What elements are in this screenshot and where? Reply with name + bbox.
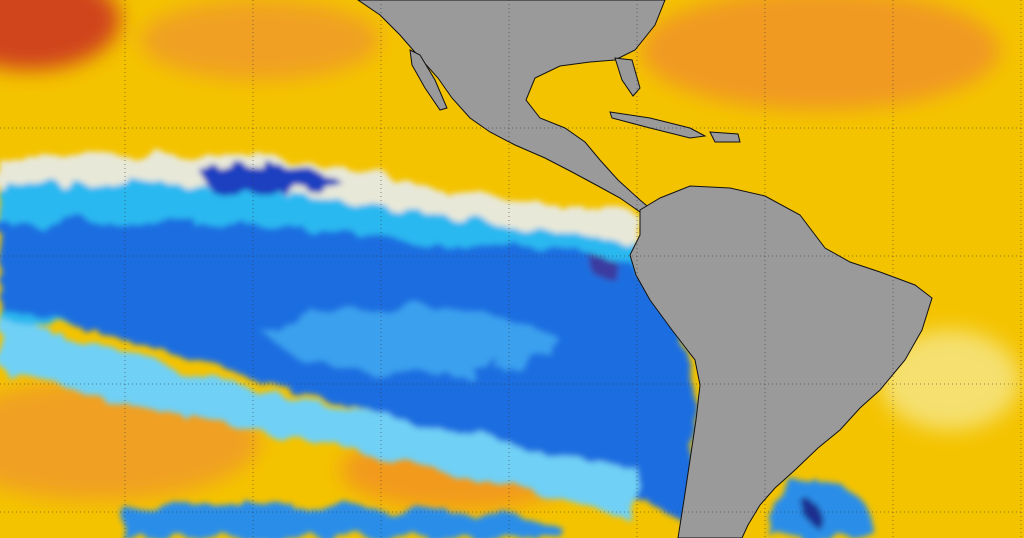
baja-california <box>409 49 448 111</box>
south-america <box>629 185 933 538</box>
north-america <box>357 0 666 213</box>
hispaniola <box>709 131 741 143</box>
florida <box>614 57 641 97</box>
cold-tongue <box>0 153 880 538</box>
land <box>357 0 933 538</box>
cuba <box>609 111 707 139</box>
